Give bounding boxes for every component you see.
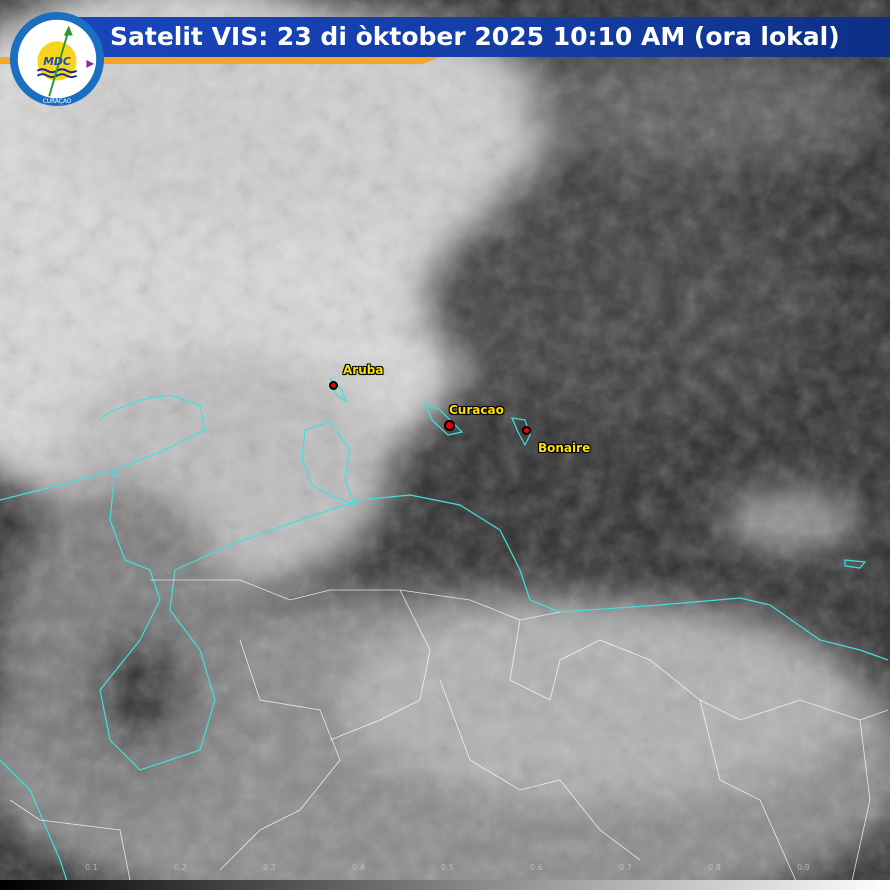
curacao-label: Curacao [449,403,504,417]
bonaire-label: Bonaire [538,441,591,455]
brightness-scale-bar [0,880,890,890]
curacao-marker [444,420,455,431]
mdc-logo: MDC CURAÇAO [9,11,105,107]
scale-tick: 0.4 [352,863,365,872]
scale-tick: 0.1 [85,863,98,872]
title-bar [40,17,890,57]
scale-tick: 0.5 [441,863,454,872]
scale-tick: 0.2 [174,863,187,872]
aruba-label: Aruba [343,363,384,377]
bonaire-marker [522,426,531,435]
page-title: Satelit VIS: 23 di òktober 2025 10:10 AM… [110,22,840,51]
coastlines [0,377,889,890]
borders [9,579,889,890]
svg-text:MDC: MDC [43,55,71,68]
scale-tick: 0.9 [797,863,810,872]
aruba-marker [329,381,338,390]
svg-text:CURAÇAO: CURAÇAO [43,99,72,105]
title-stripe [0,57,440,64]
scale-tick: 0.8 [708,863,721,872]
scale-tick: 0.6 [530,863,543,872]
scale-tick: 0.3 [263,863,276,872]
scale-tick: 0.7 [619,863,632,872]
